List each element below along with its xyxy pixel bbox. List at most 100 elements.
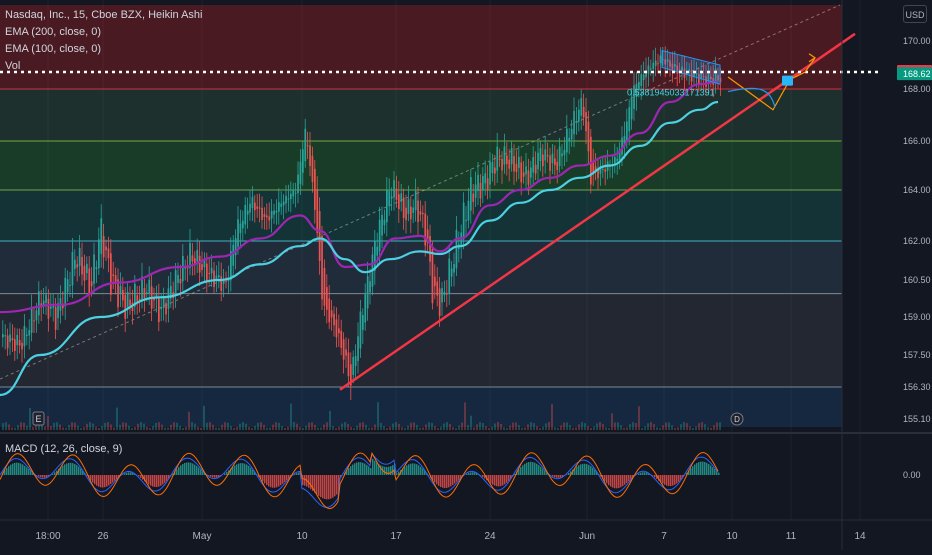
candle-body <box>26 335 28 336</box>
candle-body <box>314 169 316 210</box>
macd-histogram-bar <box>324 475 326 499</box>
macd-histogram-bar <box>698 462 700 475</box>
candle-body <box>280 204 282 207</box>
candle-body <box>259 208 261 209</box>
volume-bar <box>179 426 181 430</box>
volume-bar <box>413 422 415 430</box>
volume-bar <box>23 423 25 430</box>
volume-bar <box>683 422 685 430</box>
candle-body <box>501 159 503 171</box>
macd-histogram-bar <box>690 468 692 475</box>
volume-bar <box>641 428 643 430</box>
volume-bar <box>161 425 163 430</box>
candle-body <box>532 157 534 173</box>
target-marker-icon <box>782 76 793 86</box>
macd-histogram-bar <box>266 475 268 485</box>
candle-body <box>403 197 405 218</box>
volume-bar <box>5 422 7 430</box>
macd-histogram-bar <box>702 462 704 475</box>
candle-body <box>544 149 546 160</box>
volume-bar <box>326 422 328 430</box>
dividend-marker: D <box>731 413 743 425</box>
candle-body <box>14 339 16 351</box>
candle-body <box>48 299 50 319</box>
macd-histogram-bar <box>614 475 616 488</box>
volume-bar <box>440 427 442 430</box>
candle-body <box>549 156 551 171</box>
macd-histogram-bar <box>618 475 620 488</box>
volume-bar <box>302 428 304 430</box>
macd-histogram-bar <box>622 475 624 486</box>
macd-histogram-bar <box>70 463 72 475</box>
macd-histogram-bar <box>106 475 108 487</box>
candle-body <box>535 165 537 174</box>
volume-bar <box>272 425 274 430</box>
volume-bar <box>497 422 499 430</box>
candle-body <box>38 291 40 315</box>
candle-body <box>561 154 563 157</box>
volume-bar <box>698 423 700 430</box>
volume-bar <box>455 428 457 430</box>
volume-bar <box>44 427 46 430</box>
candle-body <box>307 145 309 146</box>
macd-histogram-bar <box>318 475 320 496</box>
volume-bar <box>407 426 409 430</box>
volume-bar <box>419 428 421 430</box>
time-tick-label: 10 <box>296 531 308 542</box>
candle-body <box>590 137 592 185</box>
candle-body <box>357 336 359 361</box>
volume-bar <box>284 428 286 430</box>
candle-body <box>540 148 542 161</box>
macd-histogram-bar <box>20 463 22 475</box>
macd-histogram-bar <box>700 462 702 475</box>
volume-bar <box>707 427 709 430</box>
macd-histogram-bar <box>126 473 128 475</box>
macd-histogram-bar <box>16 463 18 475</box>
candle-body <box>604 169 606 171</box>
volume-bar <box>434 426 436 430</box>
volume-bar <box>98 428 100 430</box>
candle-body <box>424 213 426 245</box>
candle-body <box>530 168 532 178</box>
volume-bar <box>113 427 115 430</box>
macd-histogram-bar <box>176 469 178 475</box>
volume-bar <box>425 424 427 430</box>
zone-band-4 <box>0 241 842 294</box>
currency-button[interactable]: USD <box>903 5 927 23</box>
macd-histogram-bar <box>78 467 80 475</box>
macd-histogram-bar <box>676 475 678 484</box>
time-tick-label: Jun <box>579 531 595 542</box>
candle-body <box>204 260 206 267</box>
candle-body <box>367 276 369 308</box>
volume-bar <box>305 426 307 430</box>
volume-bar <box>143 424 145 430</box>
volume-bar <box>26 426 28 430</box>
volume-bar <box>410 423 412 430</box>
macd-histogram-bar <box>608 475 610 485</box>
volume-bar <box>389 427 391 430</box>
volume-bar <box>680 424 682 430</box>
volume-bar <box>2 423 4 430</box>
candle-body <box>72 252 74 285</box>
candle-body <box>556 162 558 170</box>
volume-bar <box>710 428 712 430</box>
macd-histogram-bar <box>326 475 328 499</box>
candle-body <box>124 295 126 319</box>
volume-bar <box>380 423 382 430</box>
volume-bar <box>692 428 694 430</box>
volume-bar <box>122 422 124 430</box>
candle-body <box>506 156 508 164</box>
macd-histogram-bar <box>542 468 544 475</box>
price-tick-label: 156.30 <box>903 382 931 392</box>
macd-histogram-bar <box>330 475 332 499</box>
macd-histogram-bar <box>662 475 664 484</box>
candle-body <box>232 245 234 266</box>
macd-histogram-bar <box>138 475 140 476</box>
candle-body <box>439 289 441 317</box>
candle-body <box>408 199 410 214</box>
candle-body <box>432 249 434 303</box>
candle-body <box>616 159 618 162</box>
candle-body <box>400 193 402 201</box>
